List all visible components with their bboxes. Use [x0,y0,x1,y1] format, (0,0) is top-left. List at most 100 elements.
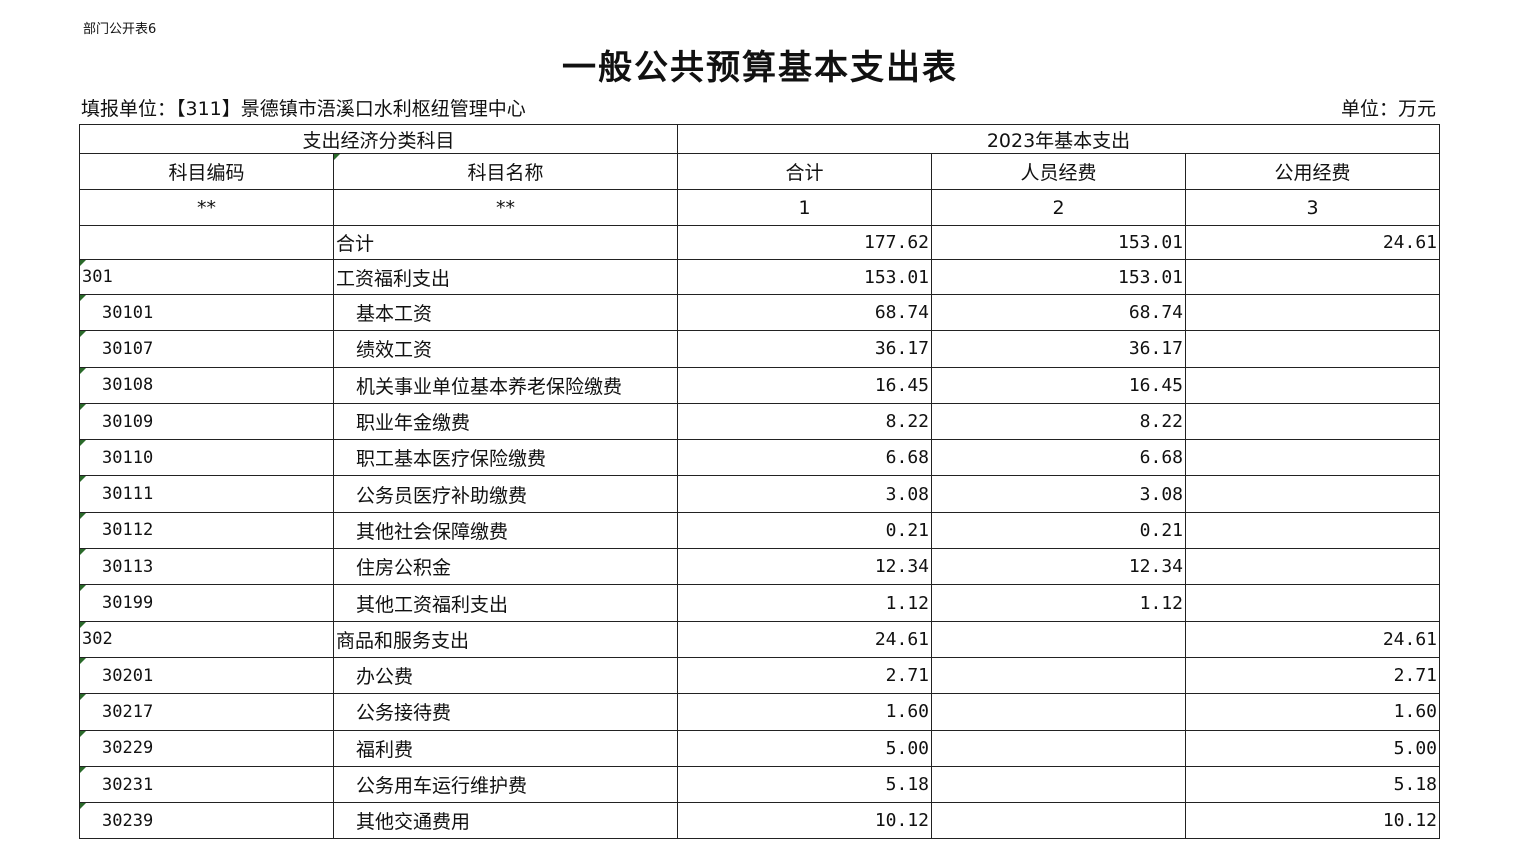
cell-total: 12.34 [677,548,933,586]
cell-total: 5.18 [677,765,933,804]
cell-name: 机关事业单位基本养老保险缴费 [332,366,679,404]
cell-code: 30217 [79,693,334,731]
cell-total: 0.21 [677,511,933,550]
cell-total: 6.68 [677,439,933,477]
cell-personnel [931,693,1187,731]
cell-total: 1.60 [677,693,933,731]
table-row: 30107 绩效工资 36.17 36.17 [79,330,1441,368]
index-personnel: 2 [931,189,1187,226]
table-tag: 部门公开表6 [83,22,157,37]
table-row: 30108 机关事业单位基本养老保险缴费 16.45 16.45 [79,366,1441,404]
index-total: 1 [677,189,933,226]
cell-code: 30107 [79,330,334,368]
table-row: 30199 其他工资福利支出 1.12 1.12 [79,584,1441,622]
cell-personnel [931,656,1187,695]
table-row: 30101 基本工资 68.74 68.74 [79,293,1441,332]
cell-personnel: 0.21 [931,511,1187,550]
cell-total: 10.12 [677,802,933,840]
cell-public: 10.12 [1185,802,1441,840]
header-group-row: 支出经济分类科目 2023年基本支出 [78,124,1441,154]
cell-code: 30101 [79,293,334,332]
cell-public: 24.61 [1185,225,1441,260]
cell-name: 基本工资 [332,293,679,332]
page-title: 一般公共预算基本支出表 [562,48,958,88]
cell-total: 2.71 [677,656,933,695]
cell-total: 36.17 [677,330,933,368]
cell-total: 24.61 [677,620,933,658]
table-row: 30231 公务用车运行维护费 5.18 5.18 [79,765,1441,804]
cell-total: 1.12 [677,584,933,622]
cell-total: 16.45 [677,366,933,404]
cell-personnel: 3.08 [931,475,1187,513]
cell-public: 1.60 [1185,693,1441,731]
cell-personnel: 8.22 [931,402,1187,441]
cell-code: 30199 [79,584,334,622]
table-row: 30111 公务员医疗补助缴费 3.08 3.08 [79,475,1441,513]
cell-total: 177.62 [677,225,933,260]
cell-public: 5.18 [1185,765,1441,804]
header-columns-row: 科目编码 科目名称 合计 人员经费 公用经费 [79,153,1441,190]
cell-total: 8.22 [677,402,933,441]
cell-personnel: 1.12 [931,584,1187,622]
cell-name: 工资福利支出 [332,259,679,295]
cell-code: 301 [79,259,334,295]
col-header-total: 合计 [677,153,933,190]
cell-name: 公务用车运行维护费 [332,765,679,804]
cell-personnel [931,802,1187,840]
table-row: 30229 福利费 5.00 5.00 [79,729,1441,767]
index-code: ** [79,189,334,226]
cell-public [1185,439,1441,477]
cell-public [1185,584,1441,622]
cell-total: 3.08 [677,475,933,513]
cell-personnel: 12.34 [931,548,1187,586]
cell-code: 30231 [79,765,334,804]
cell-public [1185,548,1441,586]
cell-name: 办公费 [332,656,679,695]
cell-personnel [931,729,1187,767]
table-row: 30113 住房公积金 12.34 12.34 [79,548,1441,586]
cell-personnel: 16.45 [931,366,1187,404]
cell-name: 公务接待费 [332,693,679,731]
col-header-personnel: 人员经费 [931,153,1187,190]
cell-public [1185,402,1441,441]
table-row: 302 商品和服务支出 24.61 24.61 [79,620,1441,658]
header-index-row: ** ** 1 2 3 [79,189,1441,226]
cell-name: 福利费 [332,729,679,767]
cell-name: 住房公积金 [332,548,679,586]
table-row: 30110 职工基本医疗保险缴费 6.68 6.68 [79,439,1441,477]
cell-total: 68.74 [677,293,933,332]
cell-public [1185,330,1441,368]
cell-public [1185,511,1441,550]
cell-public: 2.71 [1185,656,1441,695]
cell-public [1185,259,1441,295]
cell-public [1185,475,1441,513]
col-header-name: 科目名称 [332,153,679,190]
cell-name: 职业年金缴费 [332,402,679,441]
cell-code: 30229 [79,729,334,767]
cell-public [1185,293,1441,332]
index-name: ** [332,189,679,226]
cell-personnel: 153.01 [931,259,1187,295]
col-header-code: 科目编码 [79,153,334,190]
cell-name: 公务员医疗补助缴费 [332,475,679,513]
cell-code: 30112 [79,511,334,550]
cell-public: 24.61 [1185,620,1441,658]
cell-code: 30108 [79,366,334,404]
reporting-unit: 填报单位：【311】景德镇市浯溪口水利枢纽管理中心 [81,98,526,120]
cell-personnel: 153.01 [931,225,1187,260]
table-row: 30109 职业年金缴费 8.22 8.22 [79,402,1441,441]
cell-name: 绩效工资 [332,330,679,368]
header-group-right: 2023年基本支出 [677,124,1441,154]
cell-public [1185,366,1441,404]
index-public: 3 [1185,189,1441,226]
cell-code: 30109 [79,402,334,441]
table-row: 30201 办公费 2.71 2.71 [79,656,1441,695]
table-row: 30239 其他交通费用 10.12 10.12 [79,802,1441,840]
cell-name: 其他社会保障缴费 [332,511,679,550]
table-row: 301 工资福利支出 153.01 153.01 [79,259,1441,295]
cell-code: 30111 [79,475,334,513]
table-row: 30112 其他社会保障缴费 0.21 0.21 [79,511,1441,550]
cell-total: 153.01 [677,259,933,295]
currency-unit: 单位：万元 [1340,98,1436,120]
cell-code: 30239 [79,802,334,840]
